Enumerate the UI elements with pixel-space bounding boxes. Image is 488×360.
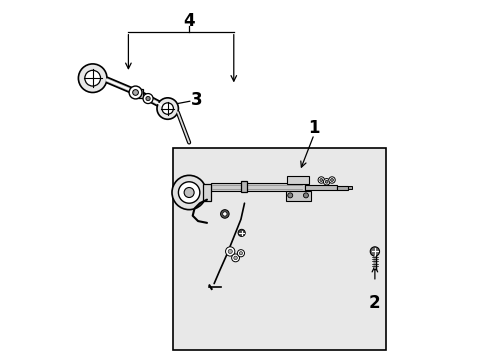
Circle shape: [323, 179, 329, 185]
Circle shape: [303, 193, 308, 198]
Polygon shape: [210, 183, 305, 191]
Circle shape: [231, 254, 239, 262]
Circle shape: [237, 249, 244, 257]
Text: 4: 4: [183, 12, 195, 30]
Circle shape: [238, 229, 244, 237]
Text: 1: 1: [308, 119, 319, 137]
Polygon shape: [305, 185, 337, 190]
Circle shape: [325, 180, 327, 183]
Circle shape: [239, 252, 242, 255]
Circle shape: [369, 247, 379, 256]
Circle shape: [143, 94, 153, 104]
Circle shape: [287, 193, 292, 198]
Text: 2: 2: [368, 294, 380, 312]
Circle shape: [228, 249, 232, 253]
Circle shape: [330, 179, 333, 181]
Circle shape: [233, 256, 237, 260]
Circle shape: [78, 64, 107, 93]
Polygon shape: [285, 191, 310, 202]
Bar: [241, 181, 247, 192]
Bar: [203, 184, 211, 202]
Circle shape: [172, 175, 206, 210]
Circle shape: [328, 177, 335, 183]
Circle shape: [145, 96, 150, 101]
Circle shape: [157, 98, 178, 119]
Circle shape: [132, 90, 138, 95]
Circle shape: [162, 103, 173, 114]
Circle shape: [222, 212, 226, 216]
Text: 3: 3: [190, 91, 202, 109]
Circle shape: [319, 179, 322, 181]
Circle shape: [220, 210, 229, 218]
Circle shape: [129, 86, 142, 99]
Circle shape: [225, 247, 234, 256]
Circle shape: [178, 182, 200, 203]
Bar: [135, 89, 142, 98]
Bar: [173, 148, 385, 350]
Circle shape: [84, 70, 101, 86]
Polygon shape: [287, 176, 308, 184]
Circle shape: [184, 188, 194, 198]
Bar: [337, 186, 347, 190]
Bar: [347, 186, 352, 189]
Circle shape: [317, 177, 324, 183]
